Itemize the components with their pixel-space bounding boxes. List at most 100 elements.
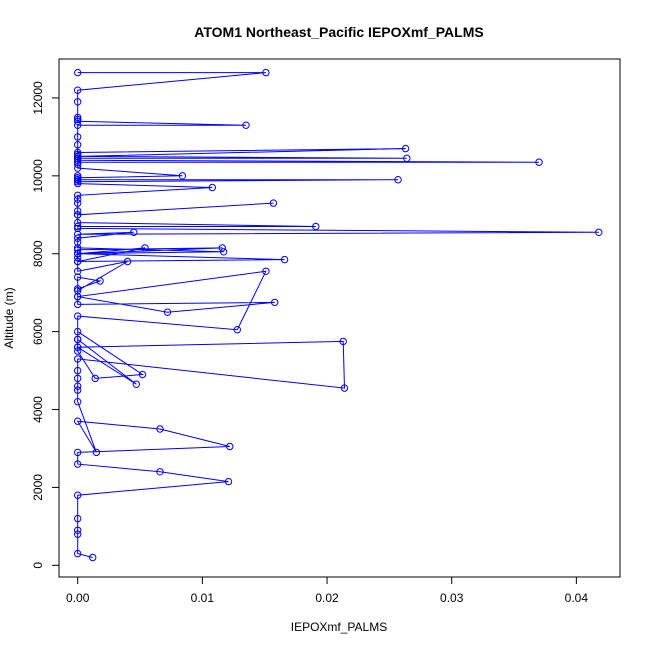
data-point: [91, 374, 99, 383]
data-point: [74, 312, 82, 320]
data-point: [123, 257, 132, 266]
data-point: [74, 121, 82, 129]
data-point: [74, 98, 82, 106]
data-point: [74, 253, 82, 262]
x-tick-label: 0.02: [315, 591, 339, 605]
data-point: [163, 308, 172, 316]
data-point: [74, 287, 82, 295]
y-tick-label: 8000: [31, 240, 45, 267]
data-point: [74, 150, 82, 159]
data-point: [403, 154, 411, 163]
data-point: [224, 477, 233, 486]
data-point: [535, 158, 543, 166]
data-point: [74, 526, 82, 534]
data-point: [138, 370, 147, 379]
data-point: [74, 207, 82, 215]
data-point: [74, 191, 82, 200]
data-point: [401, 144, 410, 153]
data-point: [74, 285, 82, 293]
data-point: [74, 327, 82, 336]
data-point: [74, 374, 82, 383]
data-point: [74, 382, 82, 390]
data-point: [74, 133, 82, 141]
data-point: [74, 195, 82, 203]
data-point: [74, 117, 82, 126]
series-line: [76, 72, 599, 558]
data-point: [74, 355, 82, 363]
data-point: [156, 468, 164, 476]
data-point: [74, 366, 82, 375]
data-point: [74, 160, 82, 168]
data-point: [74, 152, 82, 161]
data-point: [74, 238, 82, 246]
data-point: [74, 176, 82, 184]
data-point: [74, 448, 82, 457]
data-point: [74, 530, 82, 538]
x-tick-label: 0.03: [440, 591, 464, 605]
data-point: [74, 250, 82, 258]
data-point: [74, 460, 82, 468]
y-tick-label: 6000: [31, 318, 45, 345]
data-point: [262, 68, 270, 77]
data-point: [339, 337, 347, 346]
data-point: [74, 549, 82, 558]
data-point: [219, 248, 228, 256]
data-point: [74, 179, 82, 188]
data-point: [74, 199, 82, 207]
data-point: [233, 326, 242, 334]
data-point: [74, 398, 82, 406]
data-point: [74, 218, 82, 227]
y-axis: 0 2000 4000 6000 8000 10000 12000: [31, 81, 60, 569]
data-point: [74, 158, 82, 166]
data-point: [156, 425, 164, 433]
x-axis: 0.00 0.01 0.02 0.03 0.04: [66, 576, 589, 605]
plot-frame: [58, 58, 621, 578]
data-point: [74, 211, 82, 219]
y-axis-label: Altitude (m): [2, 287, 16, 348]
data-point: [74, 347, 82, 355]
y-tick-label: 2000: [31, 474, 45, 501]
data-point: [74, 115, 82, 124]
x-tick-label: 0.00: [66, 591, 90, 605]
data-point: [74, 292, 82, 301]
y-tick-label: 4000: [31, 396, 45, 423]
data-point: [74, 178, 82, 186]
data-point: [74, 141, 82, 149]
chart-title: ATOM1 Northeast_Pacific IEPOXmf_PALMS: [194, 24, 483, 40]
data-point: [74, 491, 82, 499]
data-point: [74, 514, 82, 523]
data-point: [74, 172, 82, 180]
data-point: [74, 234, 82, 242]
data-point: [74, 224, 82, 233]
data-point: [226, 442, 234, 451]
y-tick-label: 0: [31, 562, 45, 569]
data-point: [132, 380, 141, 388]
data-point: [178, 172, 187, 180]
data-point: [74, 300, 82, 309]
data-point: [74, 154, 82, 163]
data-point: [312, 222, 320, 231]
x-axis-label: IEPOXmf_PALMS: [291, 620, 387, 634]
data-point: [74, 68, 82, 77]
data-point: [74, 222, 82, 231]
x-tick-label: 0.04: [565, 591, 589, 605]
data-point: [92, 448, 101, 457]
data-point: [74, 246, 82, 254]
data-point: [74, 148, 82, 157]
data-point: [340, 384, 349, 392]
data-point: [74, 273, 82, 281]
data-point: [271, 298, 279, 307]
data-point: [242, 121, 250, 129]
data-point: [96, 277, 104, 285]
data-point: [74, 343, 82, 351]
x-tick-label: 0.01: [191, 591, 215, 605]
y-tick-label: 10000: [31, 159, 45, 193]
data-point: [74, 335, 82, 344]
data-point: [89, 553, 97, 562]
data-point: [218, 244, 227, 252]
data-point: [394, 176, 402, 184]
series-iepoxmf-palms: [74, 68, 603, 562]
data-point: [74, 386, 82, 394]
data-point: [74, 174, 82, 182]
